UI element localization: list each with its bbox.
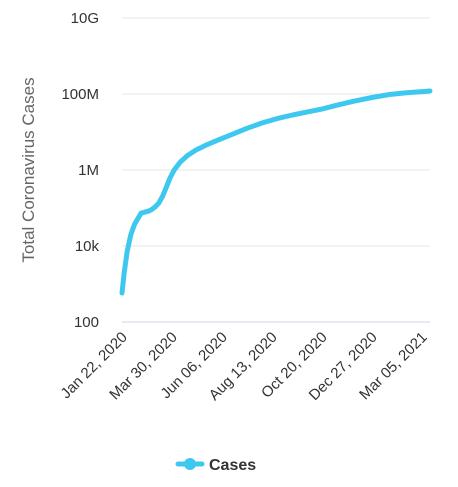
y-tick-label: 1M: [78, 162, 99, 179]
y-tick-label: 100M: [61, 86, 99, 103]
y-axis-title: Total Coronavirus Cases: [19, 77, 38, 262]
cases-series-line: [119, 88, 433, 296]
y-tick-label: 10G: [71, 10, 99, 27]
y-tick-labels: 100 10k 1M 100M 10G: [61, 10, 99, 331]
legend-cases-label: Cases: [209, 457, 256, 474]
legend[interactable]: Cases: [175, 457, 256, 474]
y-gridlines: [122, 17, 430, 247]
y-tick-label: 10k: [75, 238, 100, 255]
y-tick-label: 100: [74, 314, 99, 331]
legend-cases-marker-icon: [184, 458, 196, 470]
